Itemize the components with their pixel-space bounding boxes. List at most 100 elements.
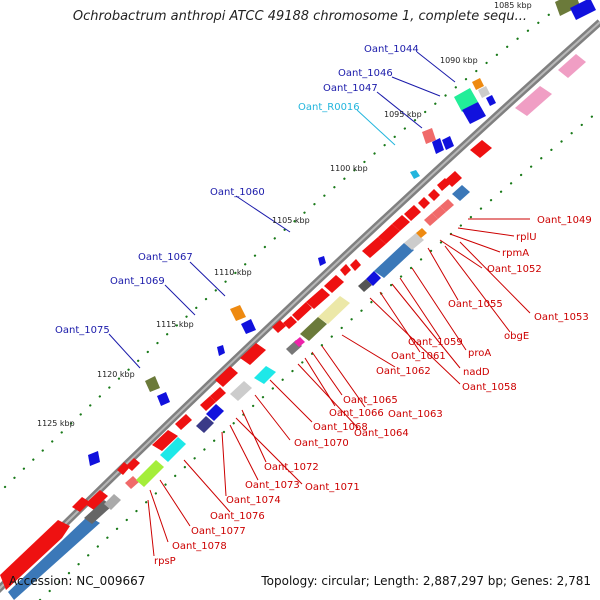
gene-label[interactable]: nadD (463, 367, 490, 378)
kbp-tick: 1090 kbp (440, 56, 478, 65)
gene-block (72, 497, 90, 512)
gene-block (160, 437, 186, 462)
gene-label[interactable]: Oant_1070 (294, 438, 349, 449)
forward-genes (88, 0, 596, 466)
kbp-ticks: 1085 kbp 1090 kbp 1095 kbp 1100 kbp 1105… (37, 1, 532, 428)
forward-connectors (108, 51, 456, 369)
gene-label[interactable]: Oant_1052 (487, 264, 542, 275)
gene-block (230, 305, 246, 321)
gene-block (272, 320, 286, 333)
gene-block (404, 233, 424, 250)
gene-block (486, 95, 496, 106)
gene-block (440, 199, 454, 212)
map-title: Ochrobactrum anthropi ATCC 49188 chromos… (72, 9, 528, 24)
gene-label[interactable]: Oant_1063 (388, 409, 443, 420)
gene-block (350, 259, 361, 271)
gene-block (300, 317, 327, 341)
gene-label[interactable]: Oant_1059 (408, 337, 463, 348)
gene-block (410, 170, 420, 179)
gene-block (362, 237, 386, 258)
gene-block (210, 387, 226, 402)
gene-block (283, 316, 297, 329)
gene-label[interactable]: Oant_1067 (138, 252, 193, 263)
kbp-tick: 1085 kbp (494, 1, 532, 10)
gene-block (126, 458, 140, 471)
gene-block (206, 404, 224, 421)
gene-block (454, 88, 478, 112)
gene-label[interactable]: Oant_1060 (210, 187, 265, 198)
gene-block (324, 275, 344, 293)
gene-label[interactable]: Oant_1047 (323, 83, 378, 94)
gene-label[interactable]: Oant_1061 (391, 351, 446, 362)
gene-label[interactable]: Oant_1062 (376, 366, 431, 377)
gene-label[interactable]: Oant_1055 (448, 299, 503, 310)
reverse-connectors (147, 218, 531, 557)
gene-block (428, 189, 440, 201)
gene-label[interactable]: Oant_1058 (462, 382, 517, 393)
gene-block (392, 215, 410, 231)
forward-labels: Oant_1044 Oant_1046 Oant_1047 Oant_R0016… (55, 44, 419, 336)
gene-block (318, 256, 326, 266)
gene-block (292, 302, 312, 321)
gene-block (318, 296, 350, 324)
gene-block (515, 86, 552, 116)
gene-block (404, 205, 421, 221)
gene-block (306, 288, 330, 309)
gene-label[interactable]: Oant_1078 (172, 541, 227, 552)
gene-label[interactable]: rplU (516, 232, 537, 243)
gene-label[interactable]: Oant_1073 (245, 480, 300, 491)
gene-block (462, 102, 486, 124)
gene-label[interactable]: Oant_1053 (534, 312, 589, 323)
kbp-tick: 1120 kbp (97, 370, 135, 379)
gene-block (452, 185, 470, 201)
gene-label[interactable]: Oant_1064 (354, 428, 409, 439)
gene-label[interactable]: Oant_1066 (329, 408, 384, 419)
gene-label[interactable]: Oant_1077 (191, 526, 246, 537)
gene-label[interactable]: Oant_1044 (364, 44, 419, 55)
kbp-tick: 1095 kbp (384, 110, 422, 119)
gene-block (215, 366, 238, 387)
gene-block (442, 136, 454, 150)
gene-label[interactable]: Oant_1069 (110, 276, 165, 287)
gene-block (136, 460, 164, 487)
gene-label[interactable]: rpsP (154, 556, 176, 567)
gene-block (366, 271, 381, 286)
gene-block (157, 392, 170, 406)
gene-block (418, 197, 430, 209)
gene-label[interactable]: Oant_R0016 (298, 102, 360, 113)
gene-block (196, 416, 214, 433)
gene-block (416, 228, 427, 238)
gene-block (217, 345, 225, 356)
gene-label[interactable]: Oant_1074 (226, 495, 281, 506)
gene-label[interactable]: obgE (504, 331, 529, 342)
gene-block (358, 279, 372, 292)
gene-block (8, 516, 100, 600)
gene-label[interactable]: Oant_1046 (338, 68, 393, 79)
gene-label[interactable]: Oant_1075 (55, 325, 110, 336)
gene-block (104, 494, 121, 510)
gene-block (445, 171, 462, 187)
gene-block (230, 381, 252, 401)
gene-block (378, 224, 400, 244)
gene-block (84, 500, 112, 524)
gene-label[interactable]: Oant_1076 (210, 511, 265, 522)
gene-block (85, 490, 108, 510)
gene-block (254, 366, 276, 384)
kbp-tick: 1110 kbp (214, 268, 252, 277)
rna-connector (356, 109, 396, 146)
gene-block (470, 140, 492, 158)
reverse-labels: Oant_1049 rplU rpmA Oant_1052 Oant_1053 … (154, 215, 592, 567)
gene-label[interactable]: Oant_1049 (537, 215, 592, 226)
gene-label[interactable]: Oant_1071 (305, 482, 360, 493)
accession-label: Accession: NC_009667 (9, 574, 146, 588)
gene-block (478, 86, 490, 98)
gene-label[interactable]: proA (468, 348, 491, 359)
gene-block (472, 78, 484, 90)
gene-label[interactable]: Oant_1072 (264, 462, 319, 473)
gene-block (424, 213, 438, 226)
gene-label[interactable]: Oant_1065 (343, 395, 398, 406)
gene-label[interactable]: rpmA (502, 248, 529, 259)
gene-label[interactable]: Oant_1068 (313, 422, 368, 433)
kbp-tick: 1125 kbp (37, 419, 75, 428)
